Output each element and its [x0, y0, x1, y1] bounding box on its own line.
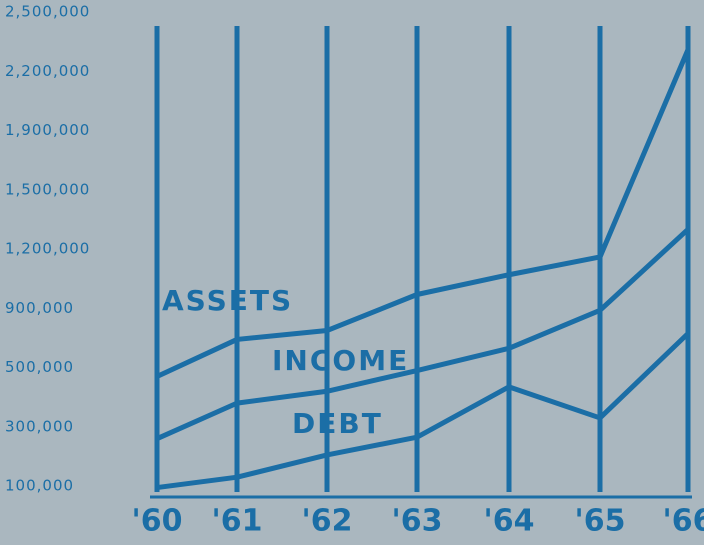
- y-tick-label: 300,000: [5, 417, 74, 435]
- y-tick-label: 2,200,000: [5, 62, 90, 80]
- x-tick-label: '66: [663, 504, 704, 539]
- x-tick-label: '62: [302, 504, 353, 539]
- series-label: ASSETS: [162, 284, 293, 317]
- y-tick-label: 100,000: [5, 477, 74, 495]
- x-tick-label: '63: [392, 504, 443, 539]
- series-line: [156, 331, 690, 491]
- x-tick-label: '64: [484, 504, 535, 539]
- y-tick-label: 1,500,000: [5, 180, 90, 198]
- series-label: INCOME: [272, 344, 409, 377]
- x-tick-label: '60: [132, 504, 183, 539]
- series-label: DEBT: [292, 407, 383, 440]
- x-tick-label: '61: [212, 504, 263, 539]
- y-tick-label: 2,500,000: [5, 3, 90, 21]
- y-tick-label: 1,900,000: [5, 121, 90, 139]
- y-tick-label: 900,000: [5, 299, 74, 317]
- y-tick-label: 1,200,000: [5, 240, 90, 258]
- y-tick-label: 500,000: [5, 358, 74, 376]
- series-line: [155, 227, 690, 441]
- x-tick-label: '65: [575, 504, 626, 539]
- series-line: [155, 48, 691, 379]
